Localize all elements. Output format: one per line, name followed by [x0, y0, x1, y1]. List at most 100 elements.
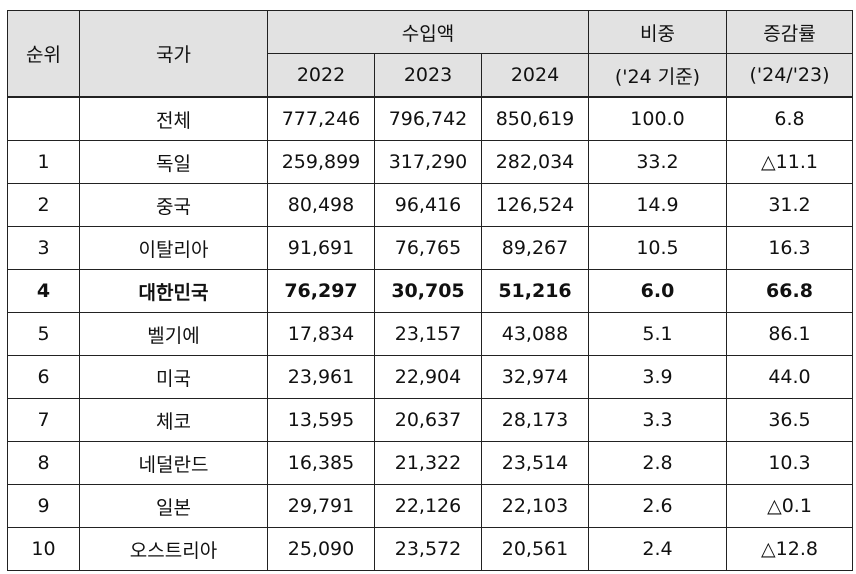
table-row: 10 오스트리아 25,090 23,572 20,561 2.4 △12.8 [7, 527, 853, 571]
import-2024-cell: 28,173 [481, 398, 589, 442]
import-2024-cell: 22,103 [481, 484, 589, 528]
growth-cell: △12.8 [726, 527, 853, 571]
import-2023-cell: 76,765 [374, 226, 482, 270]
table-row: 2 중국 80,498 96,416 126,524 14.9 31.2 [7, 183, 853, 227]
table-row: 8 네덜란드 16,385 21,322 23,514 2.8 10.3 [7, 441, 853, 485]
rank-cell: 2 [7, 183, 80, 227]
import-2024-cell: 23,514 [481, 441, 589, 485]
header-country: 국가 [79, 10, 268, 98]
import-2022-cell: 80,498 [267, 183, 375, 227]
growth-cell: 66.8 [726, 269, 853, 313]
growth-cell: 86.1 [726, 312, 853, 356]
import-2022-cell: 29,791 [267, 484, 375, 528]
header-share-basis: ('24 기준) [588, 53, 727, 98]
country-cell: 전체 [79, 96, 268, 141]
rank-cell: 5 [7, 312, 80, 356]
import-2022-cell: 13,595 [267, 398, 375, 442]
import-2024-cell: 126,524 [481, 183, 589, 227]
import-2023-cell: 23,157 [374, 312, 482, 356]
rank-cell: 4 [7, 269, 80, 313]
import-2023-cell: 22,126 [374, 484, 482, 528]
country-cell: 오스트리아 [79, 527, 268, 571]
country-cell: 벨기에 [79, 312, 268, 356]
rank-cell [7, 96, 80, 141]
share-cell: 3.9 [588, 355, 727, 399]
rank-cell: 8 [7, 441, 80, 485]
share-cell: 33.2 [588, 140, 727, 184]
table-body: 전체 777,246 796,742 850,619 100.0 6.8 1 독일 259,89… [7, 96, 853, 571]
import-2022-cell: 16,385 [267, 441, 375, 485]
rank-cell: 9 [7, 484, 80, 528]
import-2024-cell: 20,561 [481, 527, 589, 571]
growth-cell: 16.3 [726, 226, 853, 270]
rank-cell: 1 [7, 140, 80, 184]
rank-cell: 10 [7, 527, 80, 571]
import-2023-cell: 30,705 [374, 269, 482, 313]
table-row: 7 체코 13,595 20,637 28,173 3.3 36.5 [7, 398, 853, 442]
header-year-2022: 2022 [267, 53, 375, 98]
share-cell: 3.3 [588, 398, 727, 442]
import-2023-cell: 96,416 [374, 183, 482, 227]
share-cell: 2.8 [588, 441, 727, 485]
country-cell: 네덜란드 [79, 441, 268, 485]
growth-cell: 36.5 [726, 398, 853, 442]
table-row: 1 독일 259,899 317,290 282,034 33.2 △11.1 [7, 140, 853, 184]
share-cell: 100.0 [588, 96, 727, 141]
import-2023-cell: 23,572 [374, 527, 482, 571]
import-2022-cell: 76,297 [267, 269, 375, 313]
import-2024-cell: 32,974 [481, 355, 589, 399]
import-2023-cell: 796,742 [374, 96, 482, 141]
header-year-2024: 2024 [481, 53, 589, 98]
header-growth: 증감률 [726, 10, 853, 54]
growth-cell: △11.1 [726, 140, 853, 184]
country-cell: 이탈리아 [79, 226, 268, 270]
import-2023-cell: 21,322 [374, 441, 482, 485]
share-cell: 2.6 [588, 484, 727, 528]
import-2024-cell: 43,088 [481, 312, 589, 356]
country-cell: 체코 [79, 398, 268, 442]
rank-cell: 6 [7, 355, 80, 399]
import-2024-cell: 850,619 [481, 96, 589, 141]
import-2022-cell: 17,834 [267, 312, 375, 356]
import-2024-cell: 282,034 [481, 140, 589, 184]
table-row: 3 이탈리아 91,691 76,765 89,267 10.5 16.3 [7, 226, 853, 270]
country-cell: 일본 [79, 484, 268, 528]
table-row: 전체 777,246 796,742 850,619 100.0 6.8 [7, 96, 853, 141]
share-cell: 14.9 [588, 183, 727, 227]
rank-cell: 7 [7, 398, 80, 442]
header-rank: 순위 [7, 10, 80, 98]
import-2022-cell: 23,961 [267, 355, 375, 399]
country-cell: 독일 [79, 140, 268, 184]
import-2022-cell: 259,899 [267, 140, 375, 184]
share-cell: 5.1 [588, 312, 727, 356]
share-cell: 10.5 [588, 226, 727, 270]
import-2023-cell: 22,904 [374, 355, 482, 399]
table-row: 5 벨기에 17,834 23,157 43,088 5.1 86.1 [7, 312, 853, 356]
import-2022-cell: 91,691 [267, 226, 375, 270]
table-row: 4 대한민국 76,297 30,705 51,216 6.0 66.8 [7, 269, 853, 313]
country-cell: 미국 [79, 355, 268, 399]
table-row: 9 일본 29,791 22,126 22,103 2.6 △0.1 [7, 484, 853, 528]
growth-cell: △0.1 [726, 484, 853, 528]
import-2023-cell: 20,637 [374, 398, 482, 442]
import-2022-cell: 25,090 [267, 527, 375, 571]
import-2022-cell: 777,246 [267, 96, 375, 141]
header-import-amount: 수입액 [267, 10, 589, 54]
import-2023-cell: 317,290 [374, 140, 482, 184]
growth-cell: 44.0 [726, 355, 853, 399]
import-table-container: 순위 국가 수입액 비중 증감률 2022 2023 2024 ('24 기준)… [7, 10, 853, 571]
import-2024-cell: 89,267 [481, 226, 589, 270]
rank-cell: 3 [7, 226, 80, 270]
import-ranking-table: 순위 국가 수입액 비중 증감률 2022 2023 2024 ('24 기준)… [7, 10, 853, 571]
share-cell: 2.4 [588, 527, 727, 571]
header-year-2023: 2023 [374, 53, 482, 98]
table-row: 6 미국 23,961 22,904 32,974 3.9 44.0 [7, 355, 853, 399]
header-growth-basis: ('24/'23) [726, 53, 853, 98]
table-header: 순위 국가 수입액 비중 증감률 2022 2023 2024 ('24 기준)… [7, 10, 853, 98]
import-2024-cell: 51,216 [481, 269, 589, 313]
growth-cell: 31.2 [726, 183, 853, 227]
growth-cell: 10.3 [726, 441, 853, 485]
country-cell: 중국 [79, 183, 268, 227]
share-cell: 6.0 [588, 269, 727, 313]
country-cell: 대한민국 [79, 269, 268, 313]
